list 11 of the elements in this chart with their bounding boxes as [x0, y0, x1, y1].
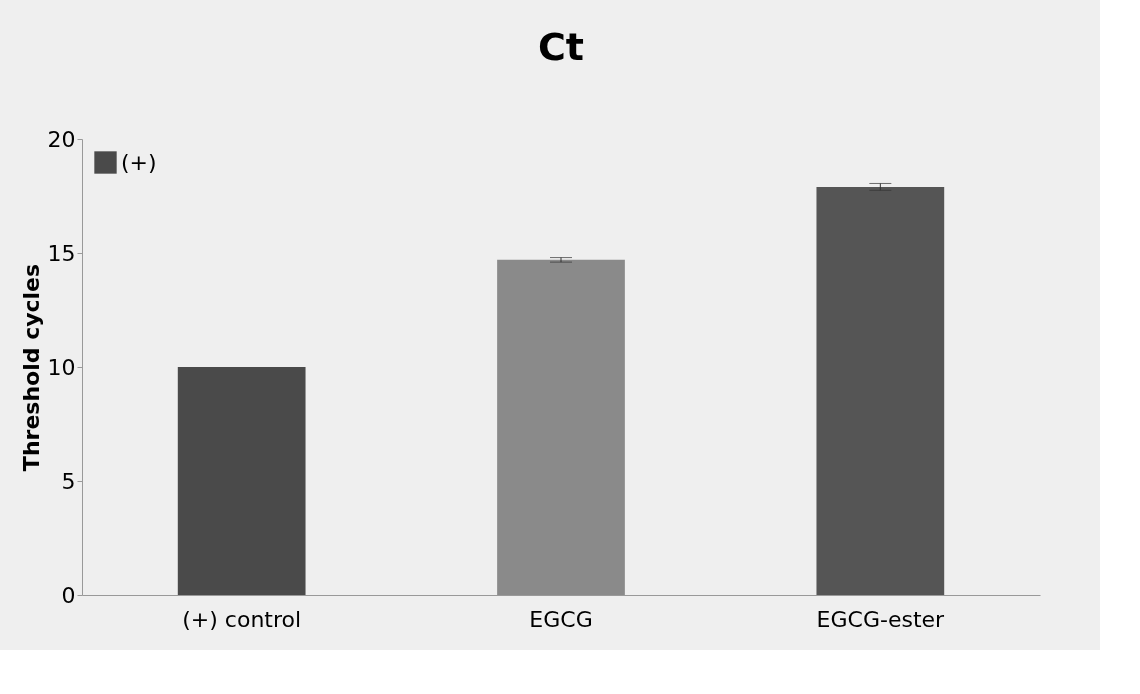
y-tick-label: 5 [61, 468, 76, 494]
y-tick-label: 20 [47, 126, 76, 152]
chart-title: Ct [537, 25, 585, 69]
legend-label: (+) [121, 149, 157, 175]
x-tick-label: (+) control [182, 606, 302, 632]
x-tick-label: EGCG [529, 606, 593, 632]
x-tick-label: EGCG-ester [816, 606, 946, 632]
y-tick-label: 0 [61, 582, 76, 608]
y-tick-label: 15 [47, 240, 76, 266]
y-axis-title: Threshold cycles [18, 263, 44, 472]
y-tick-label: 10 [47, 354, 76, 380]
